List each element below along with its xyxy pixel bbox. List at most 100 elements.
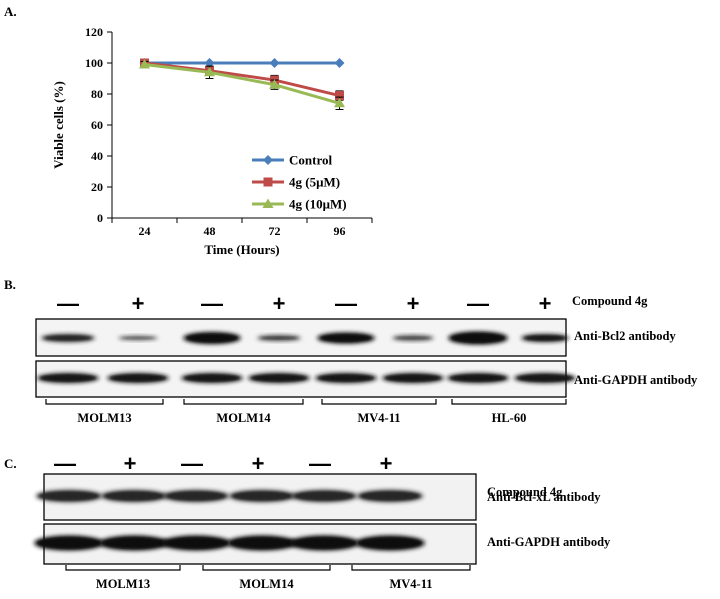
- y-tick-label: 60: [91, 118, 103, 132]
- blot-band-core: [518, 375, 572, 381]
- cell-line-label: MOLM14: [239, 577, 294, 591]
- minus-sign: —: [57, 291, 79, 316]
- blot-band-core: [111, 375, 165, 381]
- cell-line-label: MOLM13: [77, 411, 131, 425]
- minus-sign: —: [309, 451, 331, 476]
- row-label-gapdh-b: Anti-GAPDH antibody: [574, 373, 698, 387]
- plus-sign: +: [380, 451, 393, 476]
- legend-entry: Control: [289, 153, 332, 168]
- data-point: [335, 91, 344, 101]
- group-bracket: [351, 565, 471, 571]
- blot-band-core: [167, 492, 225, 500]
- treatment-label-c: Compound 4g: [487, 485, 563, 499]
- data-point: [334, 58, 345, 68]
- legend-entry: 4g (5μM): [289, 175, 340, 190]
- viability-line-chart: 0 20 40 60 80 100 120 24 48 72 96 Viable cells (%…: [51, 25, 373, 257]
- x-tick-label: 96: [334, 224, 346, 238]
- blot-c: — + — + — + Compound 4g Anti-Bcl-xL antibody …: [34, 451, 611, 591]
- cell-line-label: HL-60: [492, 411, 527, 425]
- group-bracket: [65, 565, 181, 571]
- panel-a-label: A.: [4, 4, 17, 19]
- data-point: [334, 97, 345, 108]
- plus-sign: +: [132, 291, 145, 316]
- blot-band-core: [396, 337, 430, 339]
- row-label-gapdh-c: Anti-GAPDH antibody: [487, 535, 611, 549]
- blot-band-core: [293, 537, 355, 549]
- row-label-bcl2: Anti-Bcl2 antibody: [574, 329, 677, 343]
- minus-sign: —: [467, 291, 489, 316]
- x-axis-label: Time (Hours): [204, 242, 279, 257]
- data-point: [263, 155, 273, 165]
- blot-band-core: [185, 375, 239, 381]
- data-point: [269, 58, 280, 68]
- y-tick-label: 100: [85, 56, 103, 70]
- series-line: [144, 61, 340, 98]
- cell-line-label: MV4-11: [357, 411, 400, 425]
- blot-band-core: [233, 492, 291, 500]
- blot-band-core: [359, 537, 421, 549]
- x-tick-label: 24: [139, 224, 151, 238]
- blot-band-core: [103, 537, 165, 549]
- blot-band-core: [41, 375, 95, 381]
- data-point: [204, 66, 215, 77]
- plus-sign: +: [539, 291, 552, 316]
- y-tick-label: 0: [97, 211, 103, 225]
- data-point: [204, 58, 215, 68]
- cell-line-label: MOLM14: [216, 411, 271, 425]
- cell-line-label: MV4-11: [389, 577, 432, 591]
- data-point: [262, 198, 274, 208]
- group-bracket: [202, 565, 331, 571]
- chart-legend: Control 4g (5μM) 4g (10μM): [252, 153, 347, 212]
- x-tick-label: 48: [204, 224, 216, 238]
- legend-entry: 4g (10μM): [289, 197, 347, 212]
- blot-band-core: [187, 334, 237, 342]
- plus-sign: +: [252, 451, 265, 476]
- group-bracket: [183, 399, 304, 405]
- blot-band-core: [525, 336, 565, 340]
- y-tick-label: 80: [91, 87, 103, 101]
- plus-sign: +: [407, 291, 420, 316]
- series-2: [139, 59, 345, 110]
- blot-band-core: [165, 537, 227, 549]
- y-tick-label: 20: [91, 180, 103, 194]
- blot-band-core: [451, 375, 505, 381]
- group-bracket: [45, 399, 164, 405]
- cell-line-label: MOLM13: [96, 577, 150, 591]
- panel-c-label: C.: [4, 456, 17, 471]
- blot-band-core: [105, 492, 163, 500]
- blot-band-core: [122, 337, 154, 339]
- data-point: [263, 177, 273, 187]
- minus-sign: —: [335, 291, 357, 316]
- group-bracket: [321, 399, 437, 405]
- blot-band-core: [295, 492, 353, 500]
- plus-sign: +: [273, 291, 286, 316]
- blot-band-core: [386, 375, 440, 381]
- blot-band-core: [231, 537, 293, 549]
- blot-band-core: [40, 492, 98, 500]
- blot-band-core: [252, 375, 306, 381]
- y-tick-label: 120: [85, 25, 103, 39]
- plus-sign: +: [124, 451, 137, 476]
- y-axis-label: Viable cells (%): [51, 81, 66, 169]
- blot-band-core: [361, 492, 419, 500]
- treatment-label-b: Compound 4g: [572, 294, 648, 308]
- y-tick-label: 40: [91, 149, 103, 163]
- x-tick-label: 72: [269, 224, 281, 238]
- minus-sign: —: [181, 451, 203, 476]
- blot-band-core: [319, 375, 373, 381]
- blot-band-core: [261, 337, 297, 339]
- row-label-bclxl: Anti-Bcl-xL antibody: [487, 490, 601, 504]
- series-line: [144, 63, 340, 105]
- data-point: [139, 59, 150, 69]
- blot-band-core: [321, 334, 371, 342]
- blot-band-core: [452, 333, 504, 343]
- blot-band-core: [45, 336, 91, 340]
- blot-b: — + — + — + — + Compound 4g Anti-Bcl2 antibody …: [35, 291, 698, 425]
- group-bracket: [451, 399, 567, 405]
- blot-band-core: [38, 537, 100, 549]
- minus-sign: —: [54, 451, 76, 476]
- minus-sign: —: [201, 291, 223, 316]
- panel-b-label: B.: [4, 277, 16, 292]
- data-point: [269, 79, 280, 89]
